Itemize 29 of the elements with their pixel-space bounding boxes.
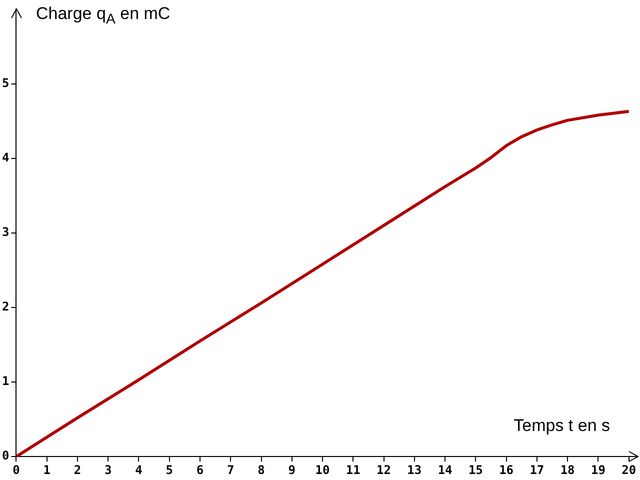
x-tick-label: 18 bbox=[560, 462, 575, 477]
y-tick-label: 2 bbox=[2, 300, 10, 314]
y-tick-label: 0 bbox=[2, 448, 10, 463]
x-tick-label: 5 bbox=[166, 462, 173, 477]
x-tick-label: 11 bbox=[346, 462, 360, 477]
x-tick-label: 1 bbox=[43, 462, 50, 477]
y-tick-label: 5 bbox=[2, 76, 10, 90]
x-tick-label: 6 bbox=[196, 462, 204, 477]
x-tick-label: 12 bbox=[376, 462, 392, 477]
x-tick-label: 10 bbox=[315, 462, 330, 477]
x-tick-label: 9 bbox=[288, 462, 296, 477]
x-tick-label: 0 bbox=[12, 462, 20, 477]
x-tick-label: 4 bbox=[135, 462, 142, 477]
y-tick-label: 4 bbox=[2, 150, 10, 164]
x-tick-label: 7 bbox=[227, 462, 234, 477]
x-tick-label: 13 bbox=[407, 462, 422, 477]
x-tick-label: 3 bbox=[104, 462, 112, 477]
y-tick-label: 3 bbox=[2, 225, 10, 240]
x-tick-label: 15 bbox=[468, 462, 483, 477]
x-tick-label: 17 bbox=[530, 462, 544, 477]
y-tick-label: 1 bbox=[2, 374, 10, 388]
x-tick-label: 19 bbox=[590, 462, 606, 477]
y-axis-title: Charge q$_{A}$ en mC bbox=[36, 4, 170, 28]
x-axis-title: Temps t en s bbox=[514, 416, 610, 436]
x-tick-label: 20 bbox=[622, 462, 636, 477]
x-tick-label: 2 bbox=[74, 462, 82, 477]
x-tick-label: 8 bbox=[258, 462, 265, 477]
x-tick-label: 16 bbox=[499, 462, 514, 477]
x-tick-label: 14 bbox=[438, 462, 452, 477]
